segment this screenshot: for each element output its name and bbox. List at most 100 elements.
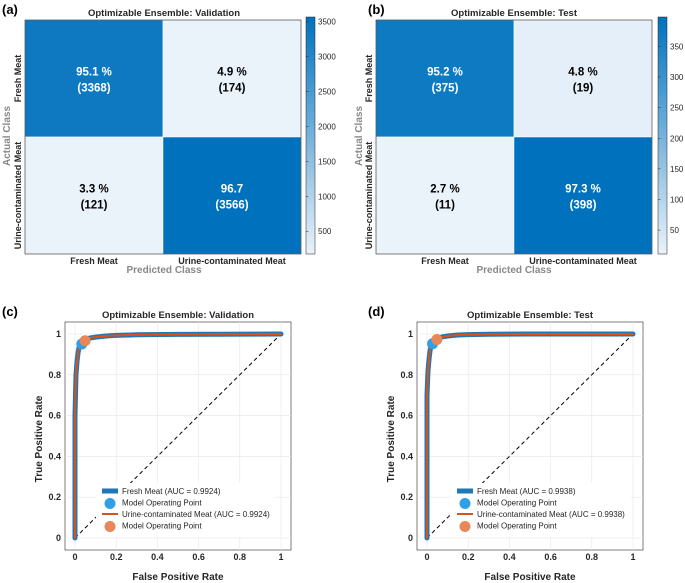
- colorbar-segment: [306, 131, 315, 137]
- colorbar-segment: [306, 44, 315, 50]
- colorbar-segment: [658, 96, 667, 101]
- colorbar-tick-label: 3000: [318, 53, 336, 62]
- x-tick-label: 0.8: [234, 552, 247, 562]
- y-tick-label: 0.8: [48, 370, 61, 380]
- colorbar-segment: [306, 96, 315, 101]
- y-tick-label: 1: [56, 329, 61, 339]
- colorbar-segment: [658, 222, 667, 227]
- colorbar-segment: [306, 76, 315, 81]
- colorbar-segment: [306, 60, 315, 65]
- y-tick-label: 0.6: [400, 411, 413, 421]
- colorbar-segment: [658, 36, 667, 42]
- operating-point-marker: [79, 335, 91, 347]
- y-tick-label: Urine-contaminated Meat: [364, 142, 374, 250]
- colorbar-segment: [658, 171, 667, 176]
- colorbar-segment: [658, 24, 667, 30]
- colorbar-segment: [306, 198, 315, 204]
- colorbar-segment: [306, 250, 315, 255]
- confusion-matrix-validation: Optimizable Ensemble: Validation Predict…: [2, 8, 336, 276]
- matrix-frame: [24, 19, 302, 255]
- colorbar-tick-label: 1500: [318, 157, 336, 166]
- cell-count-label: (398): [570, 200, 597, 212]
- cell-count-label: (375): [432, 83, 459, 95]
- cell-count-label: (3368): [77, 83, 110, 95]
- x-tick-label: 0.6: [192, 552, 205, 562]
- cell-count-label: (174): [219, 83, 246, 95]
- colorbar-segment: [658, 44, 667, 50]
- colorbar-segment: [658, 72, 667, 77]
- colorbar-segment: [658, 175, 667, 180]
- matrix-frame: [375, 19, 653, 255]
- cell-percent-label: 95.1 %: [76, 67, 112, 79]
- colorbar-segment: [658, 56, 667, 62]
- colorbar-segment: [658, 32, 667, 38]
- reference-diagonal-line: [426, 333, 634, 539]
- colorbar-segment: [658, 143, 667, 148]
- x-tick-label: Urine-contaminated Meat: [529, 256, 637, 266]
- colorbar-segment: [658, 60, 667, 65]
- roc-curve-test: Optimizable Ensemble: Test False Positiv…: [386, 310, 644, 583]
- panel-label-d: (d): [368, 304, 385, 319]
- cell-percent-label: 95.2 %: [427, 67, 463, 79]
- colorbar-segment: [306, 202, 315, 208]
- colorbar-tick-label: 2500: [318, 87, 336, 96]
- y-tick-label: 0: [56, 533, 61, 543]
- colorbar-segment: [306, 159, 315, 164]
- x-tick-label: 0.8: [586, 552, 599, 562]
- colorbar-segment: [306, 36, 315, 42]
- colorbar-tick-label: 350: [670, 42, 684, 51]
- matrix-cell: [513, 136, 653, 255]
- colorbar-segment: [306, 230, 315, 235]
- colorbar-segment: [658, 28, 667, 34]
- matrix-cell: [24, 136, 164, 255]
- colorbar-segment: [306, 242, 315, 247]
- colorbar-segment: [658, 107, 667, 113]
- x-tick-label: 0.4: [151, 552, 164, 562]
- cell-percent-label: 97.3 %: [565, 184, 601, 196]
- legend-swatch: [459, 521, 471, 532]
- colorbar-segment: [306, 17, 315, 22]
- y-axis-label: Actual Class: [2, 106, 13, 166]
- matrix-cell: [375, 136, 515, 255]
- colorbar-segment: [658, 64, 667, 69]
- colorbar-segment: [306, 194, 315, 200]
- cell-count-label: (11): [435, 200, 455, 212]
- chart-title: Optimizable Ensemble: Validation: [88, 8, 240, 19]
- colorbar-segment: [658, 68, 667, 73]
- colorbar-tick-label: 50: [670, 226, 679, 235]
- colorbar-segment: [658, 119, 667, 125]
- colorbar-segment: [306, 190, 315, 196]
- colorbar-segment: [658, 155, 667, 160]
- matrix-cell: [162, 19, 302, 138]
- colorbar-segment: [658, 159, 667, 164]
- colorbar-tick-label: 500: [318, 227, 332, 236]
- colorbar-segment: [658, 123, 667, 129]
- colorbar-segment: [658, 92, 667, 97]
- colorbar-segment: [658, 52, 667, 58]
- cell-percent-label: 3.3 %: [79, 184, 108, 196]
- cell-percent-label: 4.8 %: [568, 67, 597, 79]
- legend-box: [451, 483, 631, 537]
- colorbar-tick-label: 200: [670, 134, 684, 143]
- x-axis-label: False Positive Rate: [484, 572, 576, 583]
- colorbar-segment: [306, 238, 315, 243]
- colorbar-segment: [306, 218, 315, 223]
- confusion-matrix-test: Optimizable Ensemble: Test Predicted Cla…: [354, 8, 684, 276]
- colorbar-segment: [306, 234, 315, 239]
- colorbar-segment: [306, 72, 315, 77]
- colorbar-segment: [658, 40, 667, 46]
- colorbar-segment: [658, 198, 667, 204]
- colorbar-segment: [658, 76, 667, 81]
- colorbar-segment: [306, 64, 315, 69]
- colorbar-segment: [658, 131, 667, 137]
- colorbar-segment: [306, 48, 315, 54]
- colorbar-segment: [306, 210, 315, 216]
- matrix-cell: [375, 19, 515, 138]
- colorbar-segment: [658, 234, 667, 239]
- colorbar-segment: [306, 32, 315, 38]
- y-tick-label: 0.2: [400, 492, 413, 502]
- cell-percent-label: 4.9 %: [217, 67, 246, 79]
- colorbar-segment: [306, 119, 315, 125]
- x-tick-label: 0: [72, 552, 77, 562]
- colorbar-segment: [658, 167, 667, 172]
